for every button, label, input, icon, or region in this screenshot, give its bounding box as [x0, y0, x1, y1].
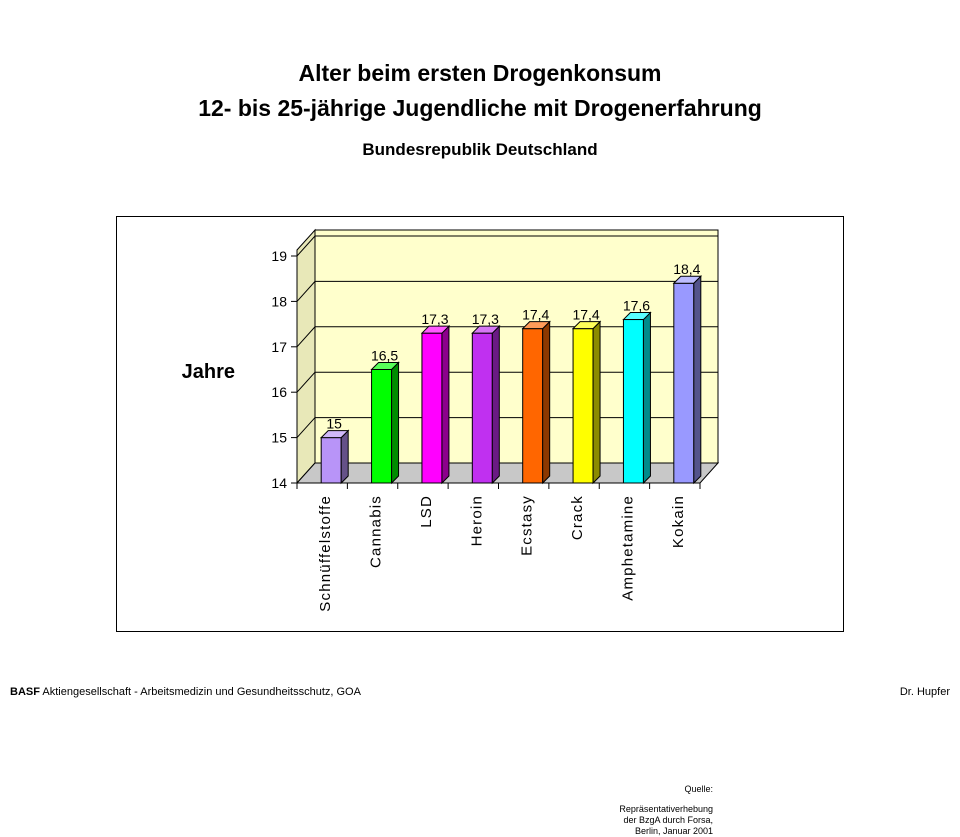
- data-label: 17,6: [623, 298, 650, 314]
- x-tick-label: Schnüffelstoffe: [317, 495, 334, 612]
- bar: [572, 328, 594, 484]
- chart-subtitle: Bundesrepublik Deutschland: [362, 140, 598, 159]
- y-tick-label: 14: [271, 475, 287, 491]
- bar-side: [441, 324, 450, 485]
- chart-title-line2: 12- bis 25-jährige Jugendliche mit Droge…: [198, 95, 762, 121]
- data-label: 15: [326, 416, 342, 432]
- data-label: 17,4: [522, 307, 549, 323]
- x-tick-label: LSD: [418, 495, 435, 528]
- bar-side: [391, 361, 400, 485]
- bar-side: [542, 320, 551, 485]
- x-tick-label: Ecstasy: [519, 495, 536, 556]
- source-note: Quelle: Repräsentativerhebung der BzgA d…: [553, 784, 713, 837]
- source-label: Quelle:: [684, 784, 713, 794]
- bar-side: [642, 311, 651, 485]
- bar: [421, 332, 443, 484]
- bar-top: [420, 325, 451, 334]
- x-tick-label: Cannabis: [368, 495, 385, 568]
- bar: [622, 319, 644, 484]
- gridline: [296, 235, 718, 257]
- x-tick-label: Kokain: [670, 495, 687, 548]
- side-wall: [296, 228, 316, 485]
- x-tick-label: Crack: [569, 495, 586, 540]
- bar: [471, 332, 493, 484]
- bar-side: [340, 429, 349, 485]
- bar: [522, 328, 544, 484]
- floor: [295, 462, 720, 484]
- gridline: [296, 280, 718, 302]
- y-tick-label: 17: [271, 339, 287, 355]
- y-tick-label: 16: [271, 384, 287, 400]
- footer-company-text: Aktiengesellschaft - Arbeitsmedizin und …: [39, 686, 361, 698]
- x-tick-label: Amphetamine: [619, 495, 636, 601]
- bar-side: [491, 324, 500, 485]
- bar-top: [319, 430, 350, 439]
- bar-top: [471, 325, 501, 334]
- source-line-3: Berlin, Januar 2001: [634, 826, 713, 836]
- chart-frame: 14 15 16 17 18 19 Jahre 15 Schnüffelstoffe 16,5 Ca…: [116, 216, 844, 836]
- y-tick-label: 19: [271, 248, 287, 264]
- footer-company-bold: BASF: [10, 686, 40, 698]
- bar: [673, 282, 695, 484]
- data-label: 17,3: [421, 311, 448, 327]
- source-line-2: der BzgA durch Forsa,: [623, 815, 713, 825]
- bar-top: [672, 275, 703, 284]
- bar-top: [571, 321, 602, 330]
- bar-top: [521, 321, 551, 330]
- source-line-1: Repräsentativerhebung: [619, 804, 713, 814]
- footer-author: Dr. Hupfer: [899, 686, 950, 698]
- x-tick-label: Heroin: [468, 495, 485, 546]
- bar: [371, 369, 393, 484]
- data-label: 16,5: [371, 348, 398, 364]
- bar-chart: 14 15 16 17 18 19 Jahre 15 Schnüffelstoffe 16,5 Ca…: [182, 228, 720, 612]
- data-label: 17,3: [472, 311, 499, 327]
- data-label: 18,4: [673, 261, 700, 277]
- bar-top: [622, 312, 652, 321]
- y-axis-label: Jahre: [182, 361, 235, 383]
- bar-side: [693, 275, 702, 485]
- chart-title-line1: Alter beim ersten Drogenkonsum: [298, 60, 662, 86]
- bar-side: [592, 320, 601, 485]
- bar-top: [370, 362, 400, 370]
- y-tick-label: 18: [271, 293, 287, 309]
- data-label: 17,4: [572, 307, 599, 323]
- footer-company: BASF Aktiengesellschaft - Arbeitsmedizin…: [10, 686, 361, 698]
- bar: [320, 437, 342, 484]
- y-tick-label: 15: [271, 430, 287, 446]
